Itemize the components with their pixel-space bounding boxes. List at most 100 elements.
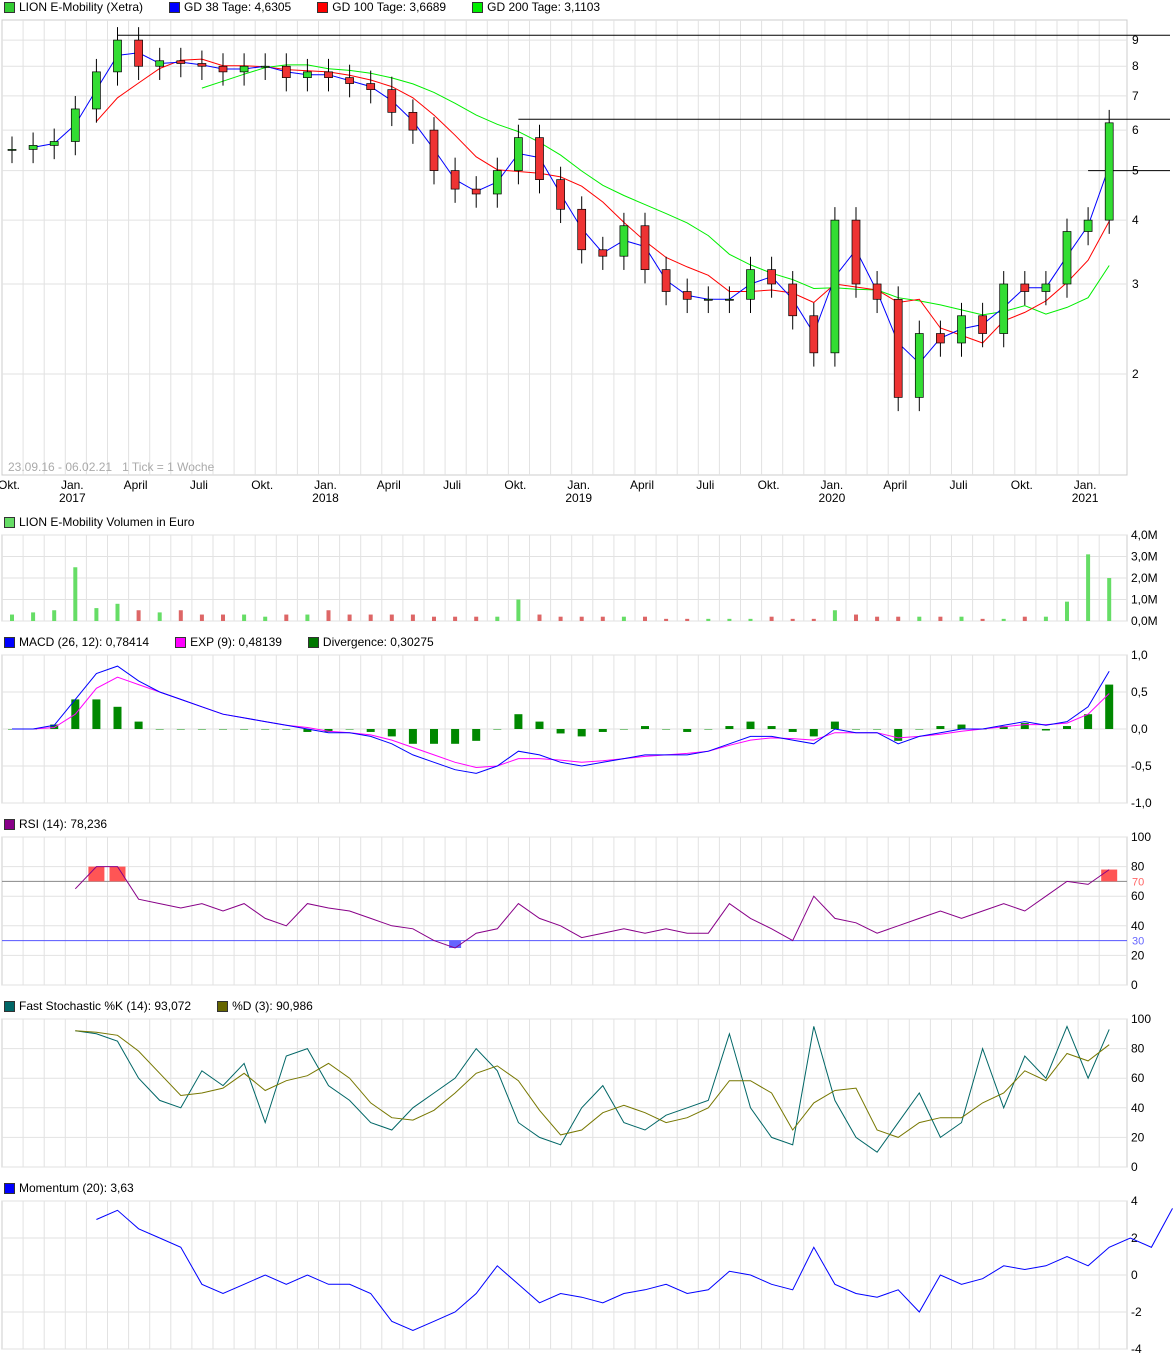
legend-item: GD 38 Tage: 4,6305 (169, 0, 291, 14)
x-tick-label: Okt. (758, 478, 780, 492)
divergence-bar (894, 729, 903, 741)
price-tick-label: 6 (1132, 123, 1139, 137)
volume-bar (389, 614, 394, 621)
legend-item: Divergence: 0,30275 (307, 635, 434, 649)
volume-bar (854, 614, 858, 621)
volume-bar (284, 614, 289, 621)
divergence-bar (619, 729, 628, 730)
legend-item: Fast Stochastic %K (14): 93,072 (4, 999, 191, 1013)
candle (70, 108, 80, 142)
legend-label: MACD (26, 12): 0,78414 (19, 635, 150, 649)
x-year-label: 2017 (59, 491, 86, 505)
stoch-tick-label: 0 (1131, 1160, 1138, 1174)
volume-bar (727, 618, 732, 621)
x-tick-label: Okt. (0, 478, 20, 492)
stoch-tick-label: 80 (1131, 1042, 1145, 1056)
volume-tick-label: 3,0M (1131, 550, 1158, 564)
legend-item: LION E-Mobility (Xetra) (4, 0, 143, 14)
legend-item: LION E-Mobility Volumen in Euro (4, 515, 194, 529)
volume-bar (73, 567, 78, 621)
momentum-tick-label: 4 (1131, 1194, 1138, 1208)
momentum-tick-label: -4 (1131, 1342, 1142, 1356)
legend-item: Momentum (20): 3,63 (4, 1181, 134, 1195)
volume-tick-label: 2,0M (1131, 571, 1158, 585)
legend-label: Momentum (20): 3,63 (19, 1181, 134, 1195)
candle (1083, 219, 1093, 232)
divergence-bar (50, 724, 59, 729)
legend-swatch (4, 516, 15, 528)
divergence-bar (219, 729, 227, 730)
overbought-area (88, 866, 105, 882)
divergence-bar (1020, 723, 1029, 729)
candle (28, 145, 38, 150)
price-tick-label: 3 (1132, 277, 1139, 291)
macd-tick-label: 0,0 (1131, 722, 1148, 736)
volume-bar (474, 616, 479, 621)
divergence-bar (535, 721, 544, 729)
volume-bar (495, 616, 500, 621)
x-tick-label: Juli (443, 478, 461, 492)
divergence-bar (873, 729, 882, 730)
divergence-bar (556, 729, 565, 734)
stoch-tick-label: 40 (1131, 1101, 1145, 1115)
tick-info: 1 Tick = 1 Woche (122, 460, 215, 474)
candle (218, 65, 228, 73)
volume-bar (875, 616, 880, 621)
divergence-bar (261, 729, 270, 730)
volume-bar (621, 616, 626, 621)
price-tick-label: 8 (1132, 59, 1139, 73)
divergence-bar (493, 729, 502, 730)
legend-swatch (4, 636, 15, 648)
rsi-legend: RSI (14): 78,236 (4, 817, 107, 831)
volume-bar (10, 614, 14, 621)
divergence-bar (809, 729, 818, 737)
volume-bar (178, 610, 183, 621)
volume-bar (31, 612, 36, 621)
x-tick-label: April (630, 478, 654, 492)
divergence-bar (514, 714, 523, 729)
macd-tick-label: -1,0 (1131, 796, 1152, 810)
legend-item: GD 200 Tage: 3,1103 (472, 0, 600, 14)
volume-bar (790, 618, 795, 621)
overbought-area (109, 866, 126, 882)
macd-tick-label: 1,0 (1131, 648, 1148, 662)
legend-swatch (169, 1, 181, 13)
legend-item: GD 100 Tage: 3,6689 (317, 0, 446, 14)
divergence-bar (788, 729, 797, 732)
x-tick-label: Juli (190, 478, 208, 492)
macd-tick-label: 0,5 (1131, 685, 1148, 699)
x-tick-label: April (883, 478, 907, 492)
divergence-bar (936, 726, 945, 729)
volume-bar (537, 614, 542, 621)
divergence-bar (155, 729, 164, 730)
divergence-bar (197, 729, 206, 730)
volume-bar (685, 618, 690, 621)
divergence-bar (303, 729, 312, 732)
stoch-tick-label: 20 (1131, 1130, 1145, 1144)
price-legend: LION E-Mobility (Xetra) GD 38 Tage: 4,630… (4, 0, 600, 14)
candle (703, 298, 713, 301)
candle (92, 71, 101, 110)
candle (324, 71, 333, 78)
divergence-bar (1063, 726, 1071, 729)
divergence-bar (387, 729, 396, 737)
legend-item: RSI (14): 78,236 (4, 817, 107, 831)
divergence-bar (999, 726, 1008, 729)
candle (1062, 231, 1072, 285)
legend-swatch (217, 1000, 229, 1012)
candle (556, 179, 565, 210)
legend-label: RSI (14): 78,236 (19, 817, 108, 831)
date-range-info: 23.09.16 - 06.02.21 1 Tick = 1 Woche (8, 460, 214, 474)
gd38-line (33, 52, 1110, 364)
volume-bar (432, 616, 436, 621)
x-tick-label: Jan. (821, 478, 844, 492)
volume-bar (368, 614, 373, 621)
divergence-bar (577, 729, 586, 737)
divergence-bar (746, 721, 755, 729)
candle (49, 141, 59, 146)
volume-bar (959, 616, 964, 621)
x-tick-label: Juli (696, 478, 714, 492)
divergence-bar (767, 726, 776, 729)
stoch-tick-label: 60 (1131, 1071, 1145, 1085)
